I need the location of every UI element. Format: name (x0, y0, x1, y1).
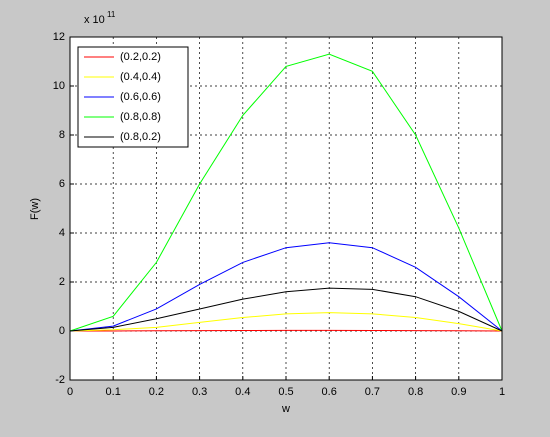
x-tick-label: 0.9 (451, 386, 466, 398)
series-line (69, 329, 503, 332)
axes-box (69, 36, 503, 381)
y-tick-label: 10 (53, 80, 65, 92)
legend-label: (0.8,0.8) (120, 111, 161, 123)
x-axis-label: w (281, 403, 290, 415)
y-tick-label: 4 (59, 227, 65, 239)
x-tick-label: 0.5 (278, 386, 293, 398)
legend-label: (0.4,0.4) (120, 71, 161, 83)
x-tick-label: 0.1 (106, 386, 121, 398)
y-tick-label: 0 (59, 325, 65, 337)
y-tick-label: 8 (59, 129, 65, 141)
y-tick-label: 2 (59, 276, 65, 288)
y-scale-exponent: 11 (107, 10, 116, 19)
y-scale-base: x 10 (84, 14, 105, 26)
series-line (69, 242, 503, 332)
series-line (69, 312, 503, 332)
series-line (69, 287, 503, 332)
x-tick-label: 0.3 (192, 386, 207, 398)
series-line (69, 53, 503, 332)
x-tick-label: 0.2 (149, 386, 164, 398)
y-tick-label: 6 (59, 178, 65, 190)
x-tick-label: 1 (499, 386, 505, 398)
x-tick-label: 0.6 (322, 386, 337, 398)
y-tick-label: 12 (53, 31, 65, 43)
legend-label: (0.2,0.2) (120, 51, 161, 63)
x-tick-label: 0.7 (365, 386, 380, 398)
legend-label: (0.6,0.6) (120, 91, 161, 103)
x-tick-label: 0.8 (408, 386, 423, 398)
y-tick-label: -2 (55, 374, 65, 386)
legend-label: (0.8,0.2) (120, 131, 161, 143)
x-tick-label: 0 (67, 386, 73, 398)
y-axis-label: F(w) (29, 198, 41, 220)
x-tick-label: 0.4 (235, 386, 250, 398)
